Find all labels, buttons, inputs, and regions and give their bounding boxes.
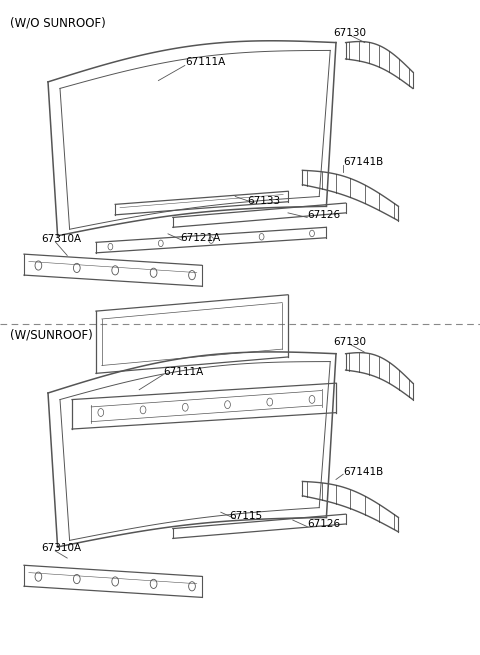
Text: (W/SUNROOF): (W/SUNROOF) <box>10 329 92 342</box>
Text: 67130: 67130 <box>334 28 367 38</box>
Text: 67141B: 67141B <box>343 466 384 477</box>
Text: 67141B: 67141B <box>343 157 384 168</box>
Text: 67111A: 67111A <box>163 367 204 377</box>
Text: 67310A: 67310A <box>41 234 81 244</box>
Text: 67126: 67126 <box>307 519 340 529</box>
Text: 67121A: 67121A <box>180 233 220 243</box>
Text: 67130: 67130 <box>334 337 367 347</box>
Text: 67111A: 67111A <box>185 57 225 67</box>
Text: 67115: 67115 <box>229 511 263 521</box>
Text: (W/O SUNROOF): (W/O SUNROOF) <box>10 16 105 29</box>
Text: 67133: 67133 <box>247 196 280 206</box>
Text: 67126: 67126 <box>307 210 340 220</box>
Text: 67310A: 67310A <box>41 543 81 553</box>
